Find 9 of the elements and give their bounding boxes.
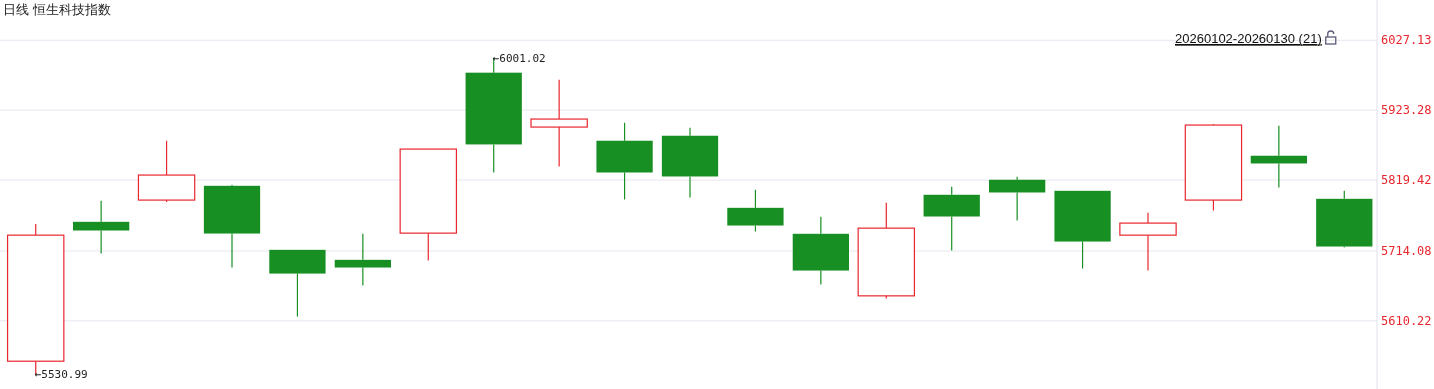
y-tick-label: 5819.42: [1381, 173, 1432, 188]
annotation: 20260102-20260130 (21): [1175, 31, 1322, 46]
y-tick-label: 6027.13: [1381, 33, 1432, 48]
annotation: ←6001.02: [492, 51, 546, 65]
y-tick-label: 5714.08: [1381, 243, 1432, 258]
y-tick-label: 5923.28: [1381, 103, 1432, 118]
annotation: ←5530.99: [34, 368, 88, 382]
y-tick-label: 5610.22: [1381, 313, 1432, 328]
chart-title: 日线 恒生科技指数: [3, 2, 112, 17]
